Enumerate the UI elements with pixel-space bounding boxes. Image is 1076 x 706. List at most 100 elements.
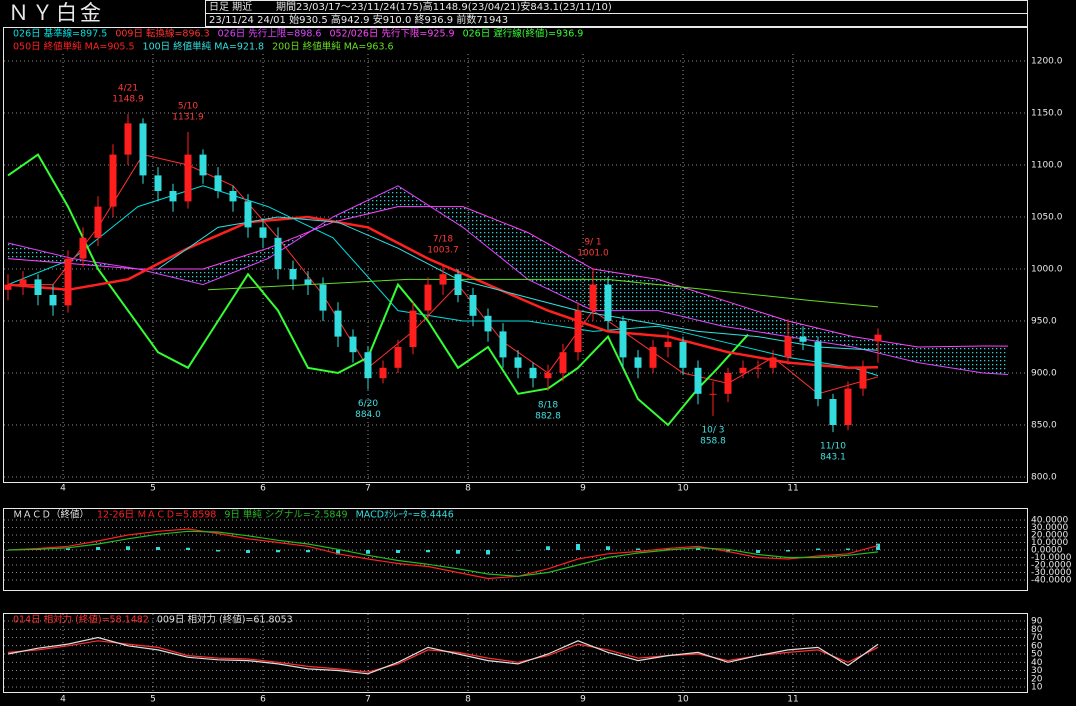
candle-body <box>34 279 42 295</box>
header-text: 期間23/03/17～23/11/24(175)高1148.9(23/04/21… <box>276 0 612 13</box>
y-tick-label: 1000.0 <box>1031 265 1063 275</box>
oscillator-bar <box>516 550 520 551</box>
x-tick-label: 8 <box>465 484 471 494</box>
candle-body <box>679 341 687 368</box>
header-text: 23/11/24 24/01 始930.5 高942.9 安910.0 終936… <box>209 13 508 26</box>
series-line <box>7 185 879 377</box>
legend-label: 052/026日 先行下限=925.9 <box>329 28 454 40</box>
y-tick-label: 950.0 <box>1031 317 1057 327</box>
candle-body <box>19 279 27 285</box>
series-line <box>7 636 879 675</box>
oscillator-bar <box>336 550 340 555</box>
candle-body <box>559 352 567 373</box>
annotation-value: 882.8 <box>535 411 561 421</box>
y-tick-label: 40.0000 <box>1031 516 1068 526</box>
oscillator-bar <box>696 548 700 550</box>
candle-body <box>604 284 612 321</box>
candle-body <box>634 357 642 368</box>
oscillator-bar <box>786 550 790 552</box>
annotation-date: 10/ 3 <box>701 425 724 435</box>
candle-body <box>514 357 522 368</box>
y-tick-label: 1200.0 <box>1031 57 1063 67</box>
candle-body <box>694 367 702 394</box>
annotation-date: 4/21 <box>118 84 138 94</box>
oscillator-bar <box>756 550 760 553</box>
y-tick-label: 80 <box>1031 625 1043 635</box>
y-tick-label: -40.0000 <box>1031 576 1072 586</box>
candle-body <box>484 315 492 332</box>
instrument-title: ＮＹ白金 <box>8 1 104 25</box>
rsi-panel <box>3 613 1028 693</box>
candle-body <box>184 154 192 202</box>
legend-label: 200日 終値単純 MA=963.6 <box>272 41 394 53</box>
legend-label: ＭＡＣＤ（終値） <box>13 509 89 521</box>
oscillator-bar <box>426 550 430 553</box>
oscillator-bar <box>546 546 550 550</box>
candle-body <box>64 258 72 306</box>
candle-body <box>154 175 162 191</box>
legend-label: 026日 遅行線(終値)=936.9 <box>463 28 584 40</box>
y-tick-label: 1150.0 <box>1031 109 1063 119</box>
candle-body <box>199 154 207 176</box>
y-tick-label: -20.0000 <box>1031 561 1072 571</box>
x-tick-label: 4 <box>60 695 66 705</box>
candle-body <box>739 367 747 373</box>
y-tick-label: 60 <box>1031 641 1043 651</box>
y-tick-label: 20 <box>1031 674 1043 684</box>
oscillator-bar <box>246 550 250 553</box>
annotation-value: 1003.7 <box>427 246 459 256</box>
oscillator-bar <box>6 550 10 551</box>
oscillator-bar <box>666 548 670 550</box>
candle-body <box>499 331 507 358</box>
price-panel <box>3 27 1028 483</box>
candle-body <box>124 123 132 155</box>
legend-label: 026日 先行上限=898.6 <box>218 28 322 40</box>
x-tick-label: 4 <box>60 484 66 494</box>
legend-label: 009日 転換線=896.3 <box>115 28 209 40</box>
x-tick-label: 10 <box>677 484 689 494</box>
candle-body <box>874 334 882 342</box>
ichimoku-cloud <box>8 185 1008 375</box>
candle-body <box>469 295 477 316</box>
x-tick-label: 7 <box>365 484 371 494</box>
oscillator-bar <box>306 550 310 553</box>
candle-body <box>859 367 867 389</box>
legend-label: 014日 相対力 (終値)=58.1482 <box>13 614 149 626</box>
candle-body <box>319 284 327 311</box>
y-tick-label: 10.0000 <box>1031 538 1068 548</box>
candle-body <box>454 274 462 295</box>
series-line <box>157 216 879 351</box>
candle-body <box>394 347 402 368</box>
candle-body <box>439 274 447 285</box>
candle-body <box>49 295 57 306</box>
y-tick-label: 70 <box>1031 633 1043 643</box>
annotation-date: 11/10 <box>820 442 846 452</box>
series-line <box>7 530 879 577</box>
candle-body <box>829 399 837 425</box>
series-line <box>7 153 749 427</box>
candle-body <box>769 357 777 368</box>
y-tick-label: 800.0 <box>1031 473 1057 483</box>
x-tick-label: 7 <box>365 695 371 705</box>
oscillator-bar <box>456 550 460 554</box>
annotation-date: 9/ 1 <box>584 237 601 247</box>
candle-body <box>259 227 267 238</box>
oscillator-bar <box>486 550 490 555</box>
candle-body <box>784 336 792 358</box>
oscillator-bar <box>126 546 130 550</box>
candle-body <box>244 201 252 228</box>
annotation-value: 1148.9 <box>112 95 144 105</box>
legend-label: 12-26日 ＭＡＣＤ=5.8598 <box>97 510 216 521</box>
x-tick-label: 10 <box>677 695 689 705</box>
candle-body <box>349 336 357 353</box>
annotation-value: 1131.9 <box>172 112 204 122</box>
header-text: 日足 期近 <box>209 0 252 13</box>
candle-body <box>289 269 297 280</box>
y-tick-label: 900.0 <box>1031 369 1057 379</box>
candle-body <box>544 373 552 379</box>
annotation-value: 884.0 <box>355 410 381 420</box>
series-line <box>8 154 879 395</box>
y-tick-label: 90 <box>1031 617 1043 627</box>
candle-body <box>754 367 762 369</box>
x-tick-label: 8 <box>465 695 471 705</box>
